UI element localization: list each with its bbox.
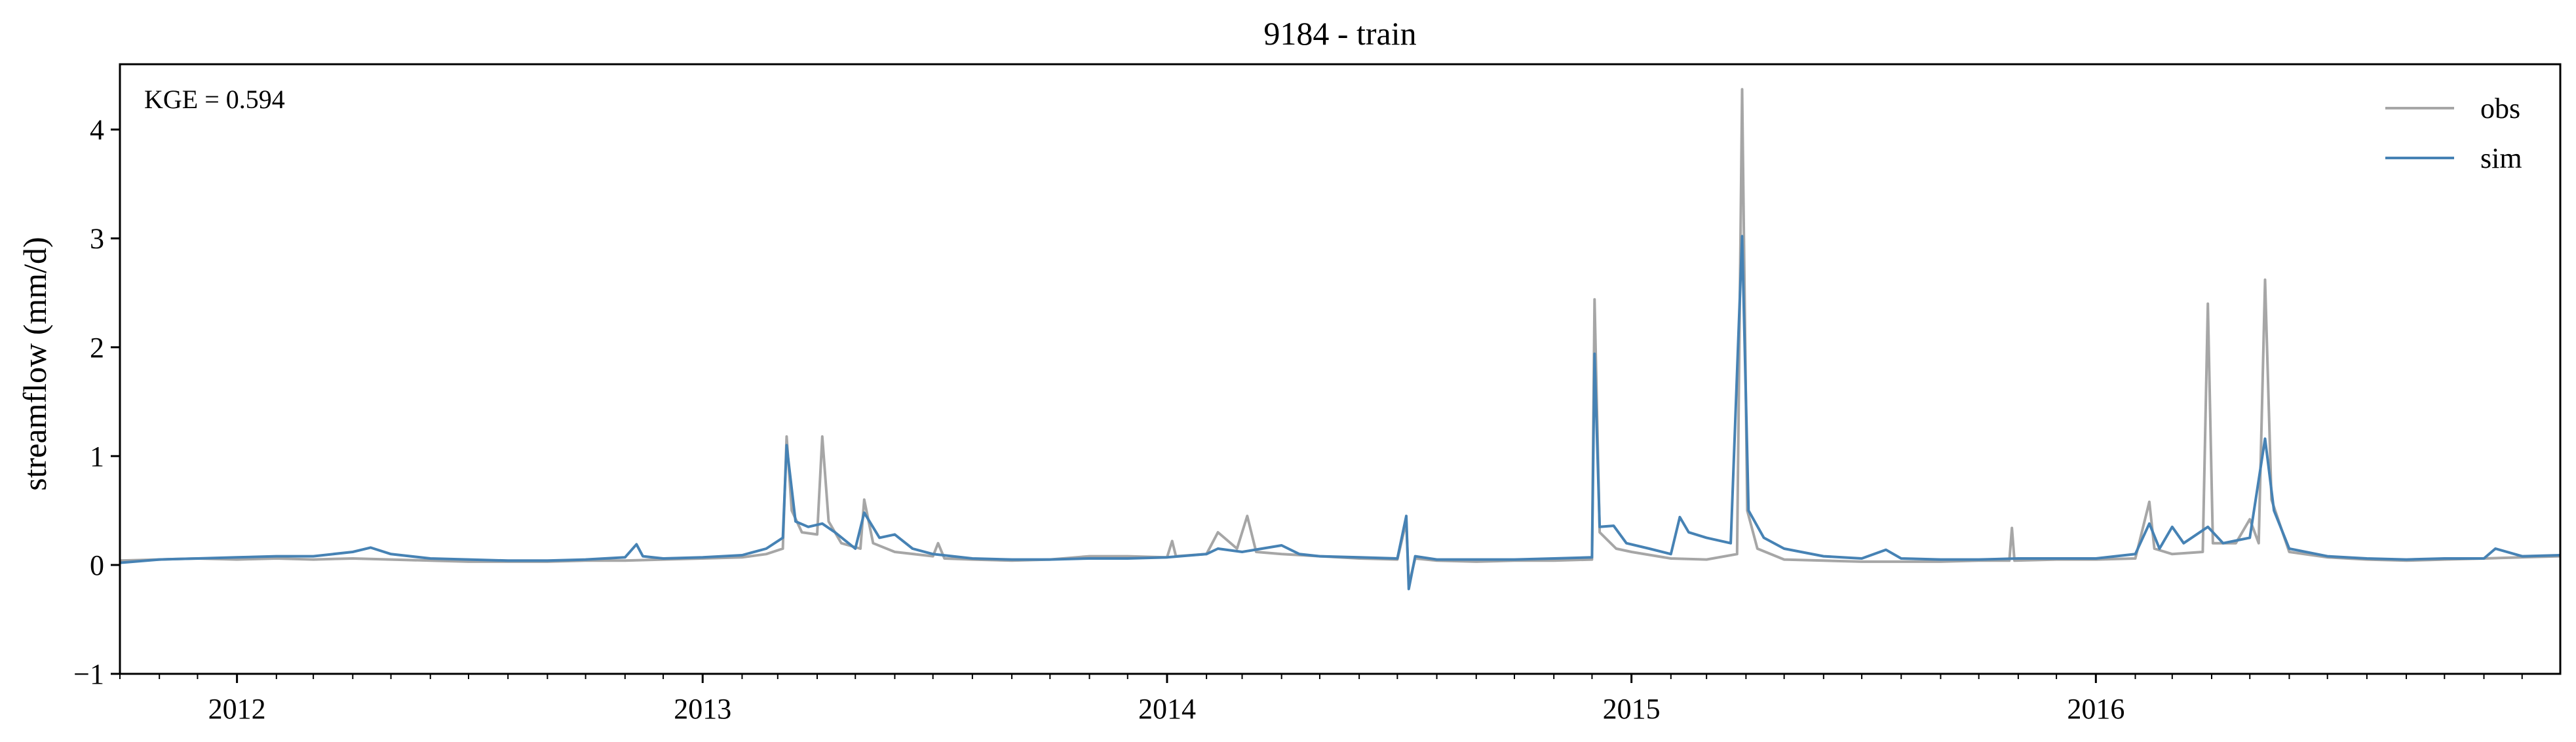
y-axis-ticks: −1 0 1 2 3 4 [73, 114, 120, 690]
plot-frame [119, 63, 2562, 675]
series-line-sim [119, 235, 2561, 591]
y-tick-label: 0 [90, 549, 104, 581]
y-tick-label: −1 [73, 658, 104, 690]
kge-annotation: KGE = 0.594 [144, 85, 285, 114]
x-tick-label: 2012 [208, 693, 266, 725]
legend-obs-label: obs [2480, 92, 2520, 125]
x-axis-ticks: 2012 2013 2014 2015 2016 [119, 674, 2523, 725]
chart-title: 9184 - train [1263, 15, 1416, 52]
x-tick-label: 2013 [674, 693, 731, 725]
legend: obs sim [2385, 92, 2522, 174]
y-tick-label: 2 [90, 332, 104, 364]
y-tick-label: 1 [90, 440, 104, 473]
y-tick-label: 3 [90, 223, 104, 255]
x-tick-label: 2015 [1603, 693, 1661, 725]
y-tick-label: 4 [90, 114, 104, 146]
series-layer [119, 88, 2561, 591]
x-tick-label: 2014 [1138, 693, 1196, 725]
x-tick-label: 2016 [2067, 693, 2124, 725]
legend-sim-label: sim [2480, 142, 2522, 174]
y-axis-label: streamflow (mm/d) [16, 237, 53, 490]
